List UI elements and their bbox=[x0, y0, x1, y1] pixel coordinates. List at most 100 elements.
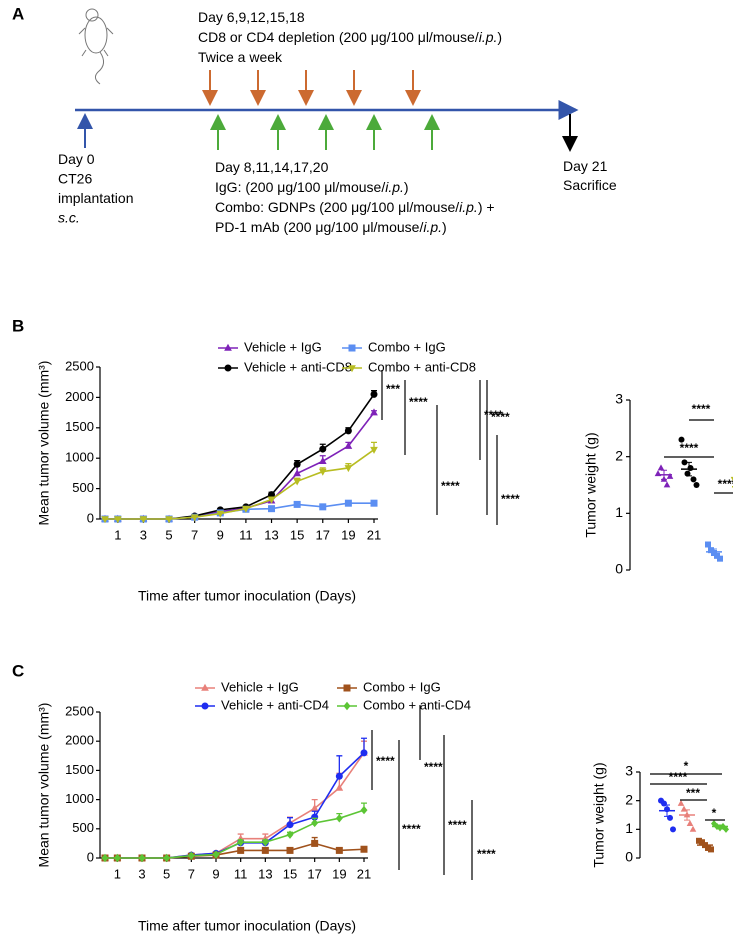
marker bbox=[335, 783, 344, 791]
marker bbox=[187, 851, 195, 860]
marker bbox=[681, 459, 688, 466]
marker bbox=[678, 436, 685, 443]
marker bbox=[286, 821, 294, 829]
marker bbox=[360, 845, 368, 853]
marker bbox=[261, 846, 269, 854]
significance-label: **** bbox=[491, 410, 510, 424]
y-tick-label: 0 bbox=[87, 849, 94, 864]
marker bbox=[335, 772, 343, 780]
legend-label: Combo + anti-CD8 bbox=[368, 359, 476, 374]
marker bbox=[293, 460, 301, 468]
x-tick-label: 7 bbox=[191, 527, 198, 542]
marker bbox=[343, 684, 351, 692]
marker bbox=[717, 555, 723, 562]
legend-label: Vehicle + IgG bbox=[244, 339, 322, 354]
y-axis-title: Mean tumor volume (mm³) bbox=[36, 703, 52, 868]
marker bbox=[268, 505, 276, 513]
x-tick-label: 9 bbox=[212, 866, 219, 881]
timeline-text: Day 8,11,14,17,20 bbox=[215, 159, 329, 175]
marker bbox=[693, 482, 700, 488]
marker bbox=[708, 846, 714, 853]
sem-bar bbox=[711, 548, 717, 556]
timeline-text: PD-1 mAb (200 μg/100 μl/mouse/i.p.) bbox=[215, 219, 447, 235]
text-segment: ) bbox=[404, 179, 409, 195]
x-tick-label: 17 bbox=[307, 866, 321, 881]
panel-label: B bbox=[12, 316, 24, 335]
marker bbox=[348, 344, 356, 352]
x-tick-label: 13 bbox=[264, 527, 278, 542]
text-segment: Day 0 bbox=[58, 151, 95, 167]
timeline-text: CD8 or CD4 depletion (200 μg/100 μl/mous… bbox=[198, 29, 502, 45]
text-segment: Twice a week bbox=[198, 49, 283, 65]
timeline-text: Combo: GDNPs (200 μg/100 μl/mouse/i.p.) … bbox=[215, 199, 495, 215]
text-segment: Day 21 bbox=[563, 158, 608, 174]
x-tick-label: 3 bbox=[140, 527, 147, 542]
marker bbox=[711, 820, 717, 828]
marker bbox=[670, 826, 676, 833]
marker bbox=[165, 516, 173, 524]
marker bbox=[360, 749, 368, 757]
marker bbox=[348, 365, 356, 373]
text-segment: i.p. bbox=[459, 199, 478, 215]
text-segment: Sacrifice bbox=[563, 177, 617, 193]
x-tick-label: 7 bbox=[188, 866, 195, 881]
marker bbox=[343, 701, 351, 711]
marker bbox=[311, 839, 319, 847]
marker bbox=[113, 516, 122, 524]
text-segment: CD8 or CD4 depletion (200 μg/100 μl/mous… bbox=[198, 29, 479, 45]
y-tick-label: 1000 bbox=[65, 450, 94, 465]
sem-bar bbox=[686, 461, 692, 477]
marker bbox=[319, 445, 327, 453]
x-tick-label: 11 bbox=[234, 866, 248, 881]
text-segment: ) + bbox=[478, 199, 495, 215]
marker bbox=[201, 683, 209, 691]
treatment-arrows bbox=[210, 114, 440, 150]
marker bbox=[237, 846, 245, 854]
text-segment: i.p. bbox=[479, 29, 498, 45]
x-tick-label: 21 bbox=[357, 866, 371, 881]
significance-label: **** bbox=[692, 402, 711, 416]
marker bbox=[224, 364, 232, 372]
significance-label: **** bbox=[441, 479, 460, 493]
marker bbox=[319, 503, 327, 511]
significance-label: **** bbox=[376, 754, 395, 768]
marker bbox=[216, 510, 225, 518]
text-segment: CT26 bbox=[58, 170, 92, 186]
y-axis-title: Tumor weight (g) bbox=[583, 432, 599, 537]
text-segment: i.p. bbox=[423, 219, 442, 235]
x-tick-label: 15 bbox=[283, 866, 297, 881]
marker bbox=[318, 457, 327, 465]
marker bbox=[370, 446, 378, 454]
significance-label: **** bbox=[718, 477, 733, 491]
marker bbox=[687, 465, 694, 471]
marker bbox=[689, 825, 697, 832]
marker bbox=[344, 427, 352, 435]
text-segment: ) bbox=[442, 219, 447, 235]
y-tick-label: 0 bbox=[615, 561, 623, 577]
sem-bar bbox=[661, 469, 667, 480]
x-tick-label: 19 bbox=[332, 866, 346, 881]
mouse-icon bbox=[78, 8, 114, 85]
significance-label: * bbox=[684, 759, 689, 773]
x-tick-label: 19 bbox=[341, 527, 355, 542]
marker bbox=[686, 820, 694, 826]
series-line bbox=[105, 752, 365, 859]
marker bbox=[268, 491, 276, 499]
timeline-text: IgG: (200 μg/100 μl/mouse/i.p.) bbox=[215, 179, 409, 195]
legend-label: Combo + anti-CD4 bbox=[363, 697, 471, 712]
marker bbox=[113, 853, 121, 863]
x-tick-label: 17 bbox=[316, 527, 330, 542]
marker bbox=[657, 464, 665, 471]
text-segment: ) bbox=[497, 29, 502, 45]
y-tick-label: 2500 bbox=[65, 358, 94, 373]
significance-label: **** bbox=[402, 822, 421, 836]
sem-bar bbox=[684, 809, 690, 821]
y-tick-label: 2 bbox=[615, 447, 623, 463]
text-segment: i.p. bbox=[385, 179, 404, 195]
marker bbox=[101, 853, 109, 863]
x-axis-title: Time after tumor inoculation (Days) bbox=[138, 588, 356, 604]
marker bbox=[335, 814, 343, 823]
marker bbox=[318, 468, 327, 476]
marker bbox=[661, 800, 667, 807]
y-tick-label: 1500 bbox=[65, 762, 94, 777]
